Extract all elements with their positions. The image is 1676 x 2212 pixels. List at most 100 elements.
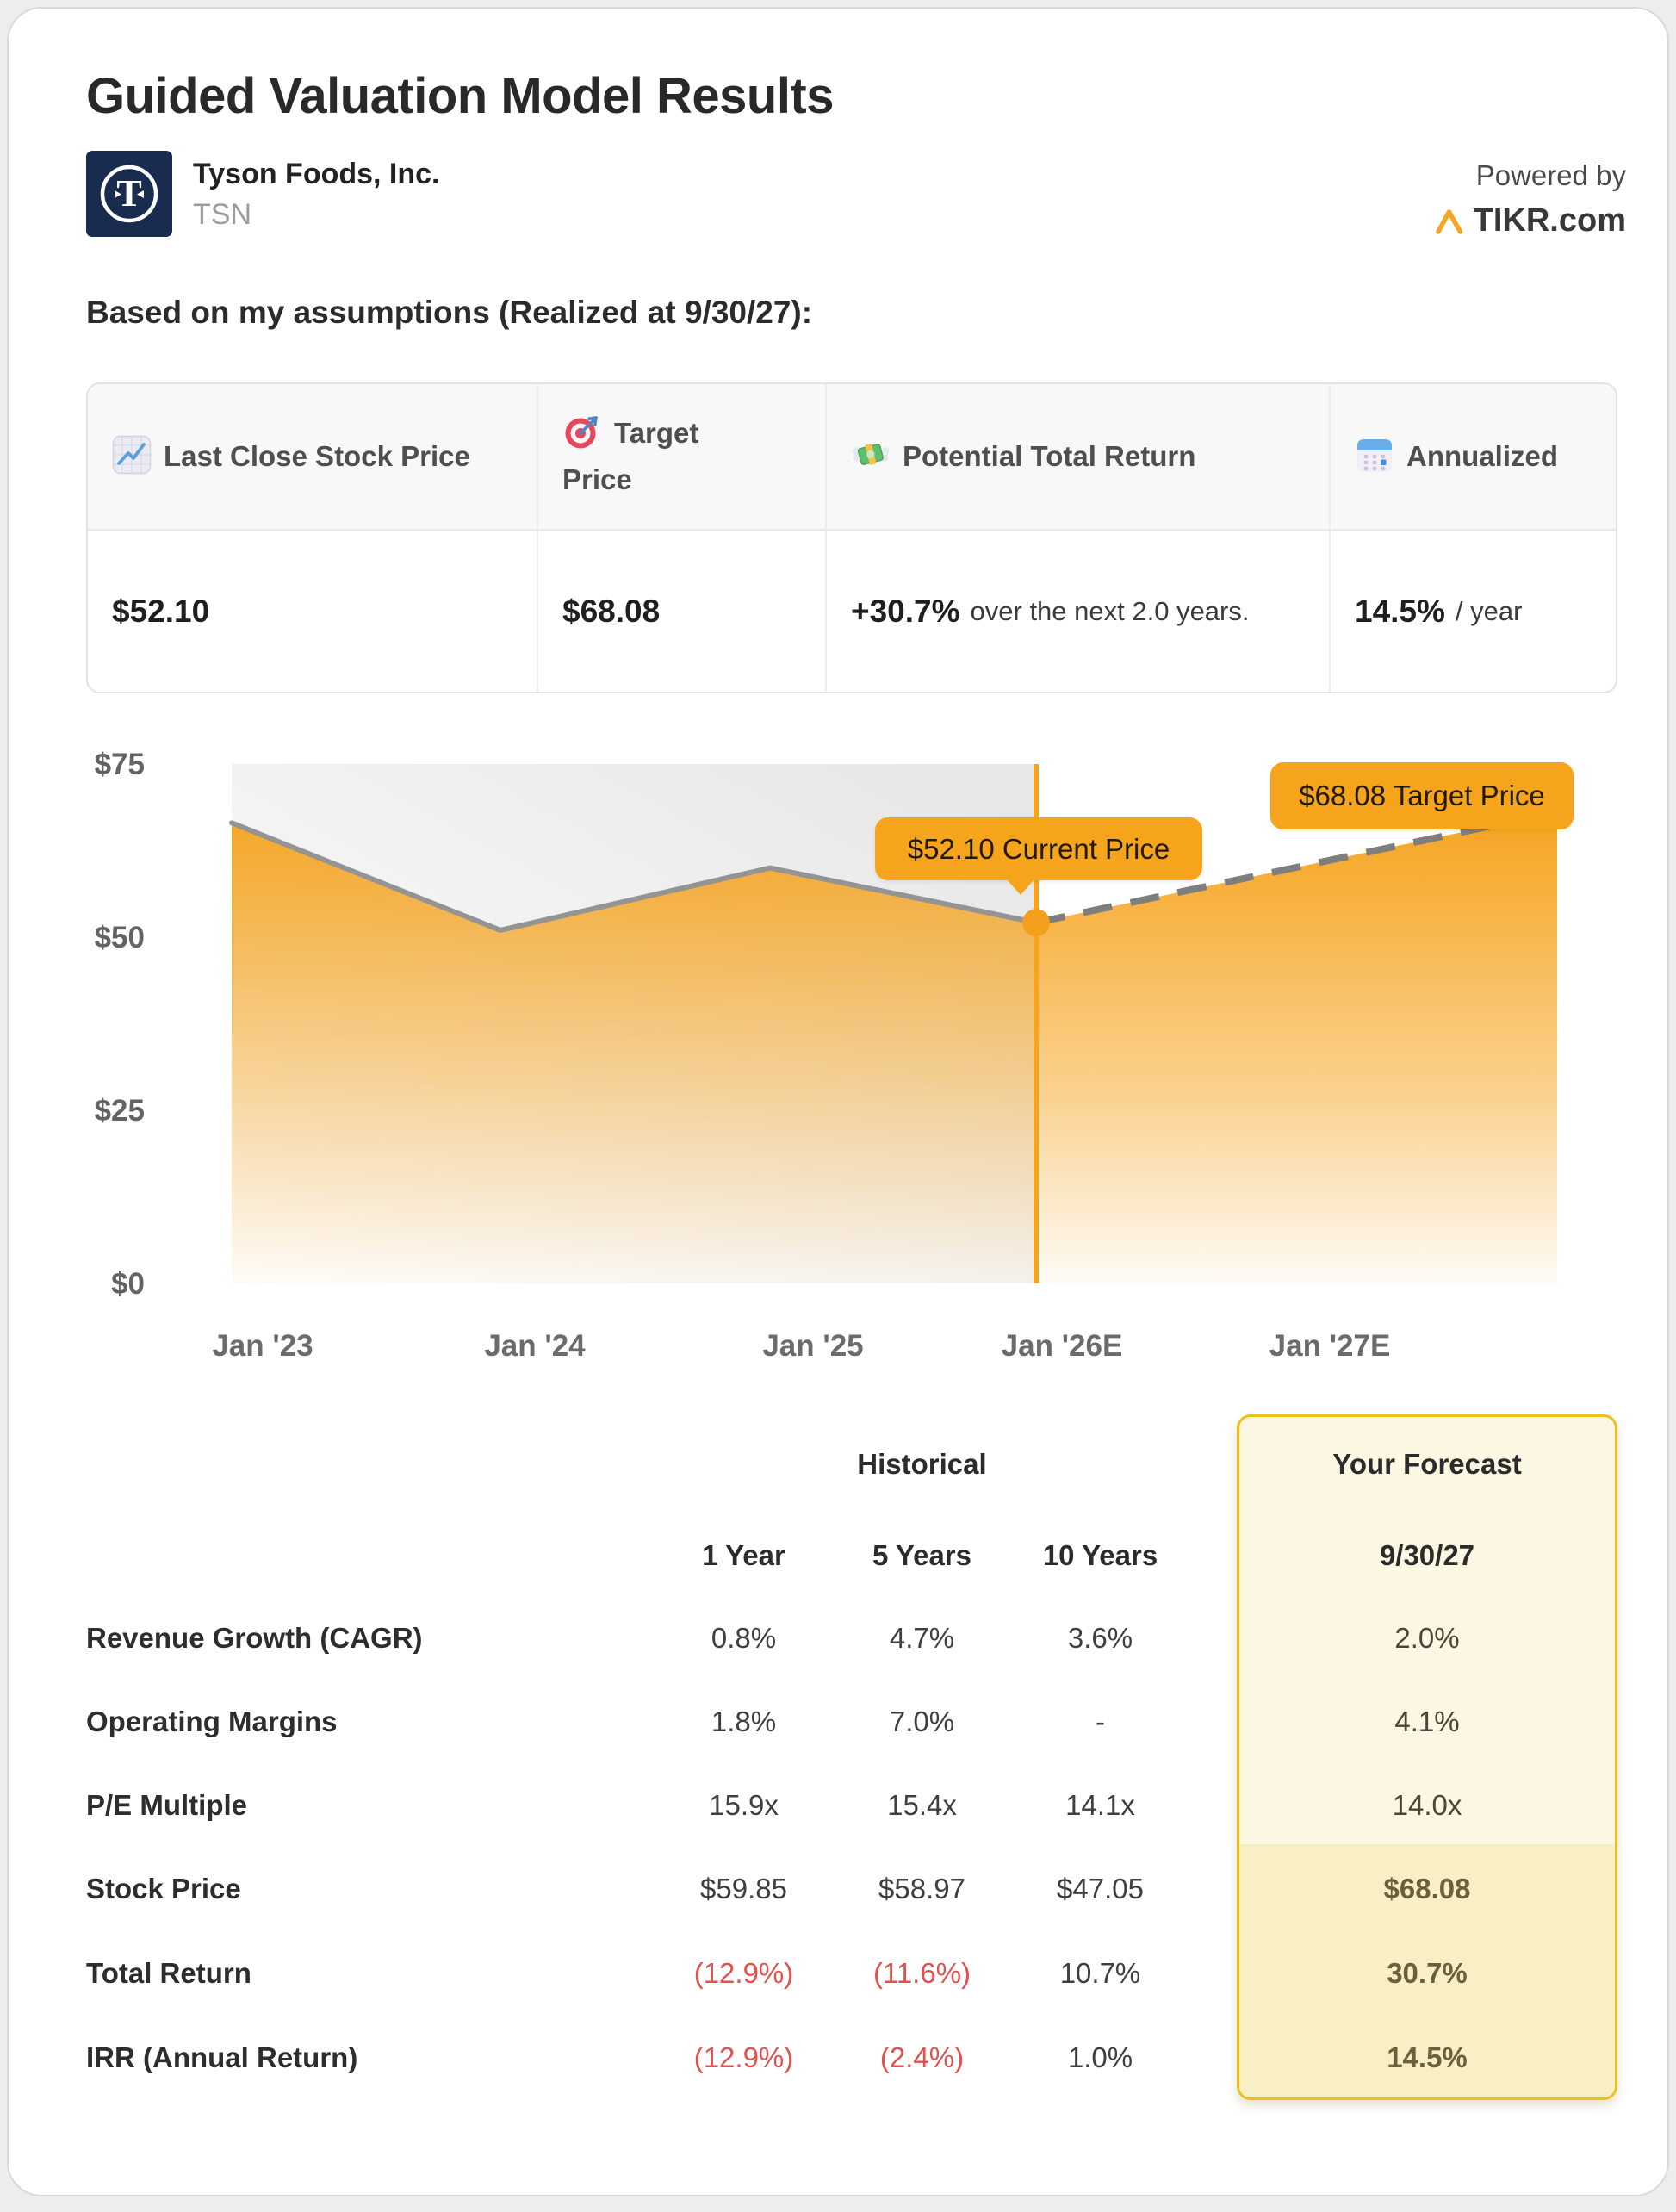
forecast-value: 14.0x <box>1392 1789 1462 1821</box>
table-value: - <box>1096 1706 1105 1737</box>
company-logo: T <box>86 151 172 237</box>
total-return-value: +30.7% <box>851 593 960 629</box>
your-forecast-header: Your Forecast <box>1332 1448 1522 1480</box>
callout-pointer <box>1006 879 1035 895</box>
company-name: Tyson Foods, Inc. <box>193 158 440 190</box>
table-value: (2.4%) <box>879 2041 965 2073</box>
column-header-5-years: 5 Years <box>872 1539 972 1571</box>
assumptions-heading: Based on my assumptions (Realized at 9/3… <box>86 295 813 330</box>
table-value: 0.8% <box>711 1622 777 1654</box>
x-axis-tick: Jan '23 <box>212 1329 313 1363</box>
report-card: Guided Valuation Model Results T Tyson F… <box>7 7 1669 2196</box>
your-forecast-panel <box>1237 1414 1617 2100</box>
summary-table: Last Close Stock Price Target Price <box>86 382 1617 693</box>
target-price-callout: $68.08 Target Price <box>1270 762 1574 830</box>
table-value: 1.0% <box>1067 2041 1133 2073</box>
row-label: Operating Margins <box>86 1706 338 1737</box>
page-title: Guided Valuation Model Results <box>86 68 835 124</box>
column-header-1-year: 1 Year <box>702 1539 785 1571</box>
summary-col-label: Target Price <box>562 416 699 495</box>
summary-col-target-price: Target Price <box>538 384 827 531</box>
company-ticker: TSN <box>193 198 251 231</box>
table-value: $59.85 <box>700 1873 787 1904</box>
table-value: 15.4x <box>887 1789 957 1821</box>
summary-table-values: $52.10 $68.08 +30.7% over the next 2.0 y… <box>88 531 1616 692</box>
powered-by-label: Powered by <box>1475 159 1626 191</box>
summary-table-header: Last Close Stock Price Target Price <box>88 384 1616 531</box>
table-value: (12.9%) <box>693 2041 794 2073</box>
forecast-value: 2.0% <box>1394 1622 1460 1654</box>
total-return-suffix: over the next 2.0 years. <box>970 595 1250 626</box>
row-label: Stock Price <box>86 1873 241 1904</box>
table-value: 4.7% <box>889 1622 955 1654</box>
stock-chart-icon <box>112 435 152 475</box>
forecast-area-fill <box>1036 811 1557 1283</box>
annualized-suffix: / year <box>1455 595 1523 626</box>
forecast-value: 4.1% <box>1394 1706 1460 1737</box>
comparison-table-section: Historical Your Forecast 1 Year 5 Years … <box>86 1414 1617 2109</box>
table-value: 10.7% <box>1059 1957 1141 1989</box>
comparison-table: Historical Your Forecast 1 Year 5 Years … <box>86 1414 1617 2100</box>
y-axis-tick: $75 <box>95 748 145 781</box>
target-price-callout-label: $68.08 Target Price <box>1299 780 1545 811</box>
price-chart: $75 $50 $25 $0 Jan '23 Jan '24 Jan '25 J… <box>9 740 1667 1395</box>
powered-by-block: Powered by TIKR.com <box>1434 151 1626 239</box>
price-chart-canvas: $75 $50 $25 $0 Jan '23 Jan '24 Jan '25 J… <box>95 748 1558 1363</box>
table-value: $47.05 <box>1057 1873 1144 1904</box>
x-axis-tick: Jan '27E <box>1269 1329 1391 1363</box>
brand-name: TIKR.com <box>1473 202 1626 239</box>
y-axis-tick: $25 <box>95 1094 145 1128</box>
table-value: (12.9%) <box>693 1957 794 1989</box>
row-label: Total Return <box>86 1957 251 1989</box>
forecast-value: 30.7% <box>1387 1957 1468 1989</box>
table-value: (11.6%) <box>872 1957 971 1989</box>
forecast-value: $68.08 <box>1383 1873 1471 1904</box>
row-label: Revenue Growth (CAGR) <box>86 1622 423 1654</box>
brand-link[interactable]: TIKR.com <box>1434 202 1626 239</box>
target-price-value: $68.08 <box>562 593 661 629</box>
summary-col-label: Potential Total Return <box>903 439 1196 472</box>
target-price-value-cell: $68.08 <box>538 531 827 692</box>
row-label: P/E Multiple <box>86 1789 248 1821</box>
forecast-dashed-line <box>1035 808 1558 927</box>
x-axis-tick: Jan '25 <box>762 1329 863 1363</box>
row-label: IRR (Annual Return) <box>86 2041 358 2073</box>
header-row: T Tyson Foods, Inc. TSN Powered by TIKR.… <box>86 151 1626 239</box>
current-price-callout-label: $52.10 Current Price <box>907 832 1170 865</box>
summary-col-label: Last Close Stock Price <box>164 439 470 472</box>
your-forecast-panel-highlight <box>1239 1844 1615 2097</box>
table-value: 3.6% <box>1067 1622 1133 1654</box>
money-wings-icon <box>852 443 890 465</box>
forecast-value: 14.5% <box>1387 2041 1468 2073</box>
annualized-value-cell: 14.5% / year <box>1331 531 1616 692</box>
historical-group-header: Historical <box>857 1448 987 1480</box>
current-price-callout: $52.10 Current Price <box>875 817 1202 895</box>
table-value: 15.9x <box>709 1789 779 1821</box>
table-value: $58.97 <box>878 1873 965 1904</box>
summary-col-total-return: Potential Total Return <box>827 384 1331 531</box>
table-value: 7.0% <box>889 1706 955 1737</box>
total-return-value-cell: +30.7% over the next 2.0 years. <box>827 531 1331 692</box>
table-value: 14.1x <box>1065 1789 1135 1821</box>
table-value: 1.8% <box>711 1706 777 1737</box>
svg-text:T: T <box>116 172 141 214</box>
historical-area-fill <box>232 823 1036 1283</box>
column-header-10-years: 10 Years <box>1042 1539 1158 1571</box>
company-block: T Tyson Foods, Inc. TSN <box>86 151 440 237</box>
tikr-logo-icon <box>1435 208 1462 234</box>
annualized-value: 14.5% <box>1355 593 1445 629</box>
last-close-value-cell: $52.10 <box>88 531 538 692</box>
x-axis-tick: Jan '26E <box>1002 1329 1123 1363</box>
calendar-icon <box>1357 438 1392 472</box>
target-icon <box>565 415 598 449</box>
y-axis-tick: $0 <box>111 1267 145 1301</box>
summary-col-annualized: Annualized <box>1331 384 1616 531</box>
y-axis-tick: $50 <box>95 921 145 954</box>
summary-col-label: Annualized <box>1406 439 1559 472</box>
last-close-value: $52.10 <box>112 593 210 629</box>
column-header-forecast-date: 9/30/27 <box>1379 1539 1475 1571</box>
current-price-dot <box>1022 909 1050 937</box>
x-axis-tick: Jan '24 <box>484 1329 586 1363</box>
historical-price-line <box>229 820 1039 933</box>
summary-col-last-close: Last Close Stock Price <box>88 384 538 531</box>
